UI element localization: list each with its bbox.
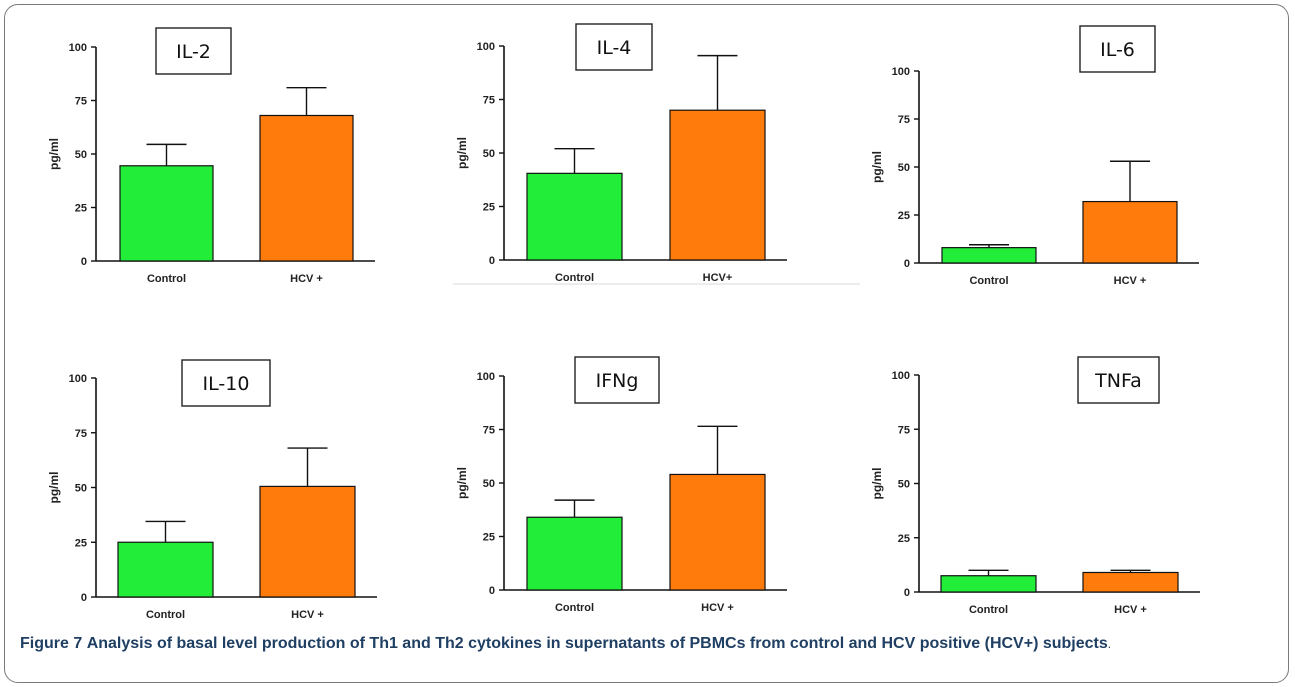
category-label-ifng-0: Control <box>555 602 594 614</box>
bar-ifng-hcv <box>669 473 766 591</box>
bar-il-6-hcv <box>1082 200 1178 264</box>
y-tick-label-il-10-0: 0 <box>81 592 87 604</box>
y-axis-label-il-4: pg/ml <box>455 137 469 169</box>
chart-title-ifng: IFNg <box>596 370 639 392</box>
category-label-il-10-1: HCV + <box>291 609 324 621</box>
category-label-il-2-1: HCV + <box>290 273 323 285</box>
chart-title-il-4: IL-4 <box>597 37 632 59</box>
y-axis-label-il-10: pg/ml <box>47 472 61 504</box>
y-tick-label-ifng-75: 75 <box>483 425 495 437</box>
y-axis-label-il-2: pg/ml <box>47 138 61 170</box>
y-tick-label-il-4-25: 25 <box>483 202 495 214</box>
title-box-il-2 <box>155 27 232 75</box>
figure-frame <box>4 4 1289 683</box>
bar-il-4-hcv <box>669 109 766 261</box>
bar-il-6-control <box>941 247 1037 264</box>
y-tick-label-il-2-100: 100 <box>69 42 87 54</box>
y-tick-label-tnfa-50: 50 <box>898 479 910 491</box>
bar-il-2-control <box>119 165 214 262</box>
y-tick-label-il-10-100: 100 <box>69 373 87 385</box>
category-label-il-10-0: Control <box>146 609 185 621</box>
y-tick-label-il-10-75: 75 <box>75 428 87 440</box>
bar-tnfa-hcv <box>1082 571 1179 593</box>
y-tick-label-ifng-25: 25 <box>483 532 495 544</box>
title-box-ifng <box>574 356 660 404</box>
y-tick-label-il-6-0: 0 <box>904 258 910 270</box>
chart-title-il-2: IL-2 <box>176 41 211 63</box>
y-tick-label-il-10-25: 25 <box>75 537 87 549</box>
y-tick-label-il-2-25: 25 <box>75 203 87 215</box>
category-label-tnfa-0: Control <box>969 604 1008 616</box>
category-label-il-4-0: Control <box>555 272 594 284</box>
chart-title-il-6: IL-6 <box>1100 39 1135 61</box>
y-tick-label-il-4-100: 100 <box>477 41 495 53</box>
bar-il-10-control <box>117 541 214 598</box>
category-label-il-6-0: Control <box>969 275 1008 287</box>
y-axis-label-il-6: pg/ml <box>870 151 884 183</box>
y-tick-label-il-2-75: 75 <box>75 96 87 108</box>
category-label-il-2-0: Control <box>147 273 186 285</box>
bar-il-2-hcv <box>259 114 354 262</box>
figure-label: Figure 7 <box>20 635 83 652</box>
y-tick-label-tnfa-75: 75 <box>898 424 910 436</box>
y-tick-label-il-2-0: 0 <box>81 256 87 268</box>
bar-il-4-control <box>526 172 623 261</box>
figure-caption-end: . <box>1107 637 1112 651</box>
y-tick-label-tnfa-25: 25 <box>898 533 910 545</box>
y-tick-label-il-4-0: 0 <box>489 255 495 267</box>
y-tick-label-il-6-50: 50 <box>898 162 910 174</box>
y-tick-label-tnfa-100: 100 <box>892 370 910 382</box>
y-tick-label-ifng-100: 100 <box>477 371 495 383</box>
y-axis-label-tnfa: pg/ml <box>870 468 884 500</box>
y-tick-label-il-10-50: 50 <box>75 483 87 495</box>
y-tick-label-il-6-100: 100 <box>892 66 910 78</box>
category-label-il-6-1: HCV + <box>1114 275 1147 287</box>
category-label-tnfa-1: HCV + <box>1114 604 1147 616</box>
title-box-il-10 <box>181 359 271 407</box>
y-axis-label-ifng: pg/ml <box>455 467 469 499</box>
figure-charts: 0 25 50 75 100 pg/ml Control HCV + IL-2 0 25 50 75 10… <box>47 23 1200 621</box>
y-tick-label-il-4-75: 75 <box>483 95 495 107</box>
y-tick-label-ifng-0: 0 <box>489 585 495 597</box>
y-tick-label-il-2-50: 50 <box>75 149 87 161</box>
bar-il-10-hcv <box>259 485 356 598</box>
title-box-il-6 <box>1079 25 1156 73</box>
title-box-il-4 <box>575 23 653 71</box>
figure-caption-text: Analysis of basal level production of Th… <box>86 635 1108 652</box>
category-label-il-4-1: HCV+ <box>703 272 733 284</box>
y-tick-label-tnfa-0: 0 <box>904 587 910 599</box>
category-label-ifng-1: HCV + <box>701 602 734 614</box>
y-tick-label-ifng-50: 50 <box>483 478 495 490</box>
figure-caption: Figure 7 Analysis of basal level product… <box>20 633 1275 655</box>
bar-tnfa-control <box>940 575 1037 593</box>
y-tick-label-il-6-75: 75 <box>898 114 910 126</box>
bar-ifng-control <box>526 516 623 591</box>
y-tick-label-il-6-25: 25 <box>898 210 910 222</box>
chart-title-tnfa: TNFa <box>1094 370 1142 392</box>
title-box-tnfa <box>1077 356 1160 404</box>
chart-title-il-10: IL-10 <box>203 373 250 395</box>
y-tick-label-il-4-50: 50 <box>483 148 495 160</box>
